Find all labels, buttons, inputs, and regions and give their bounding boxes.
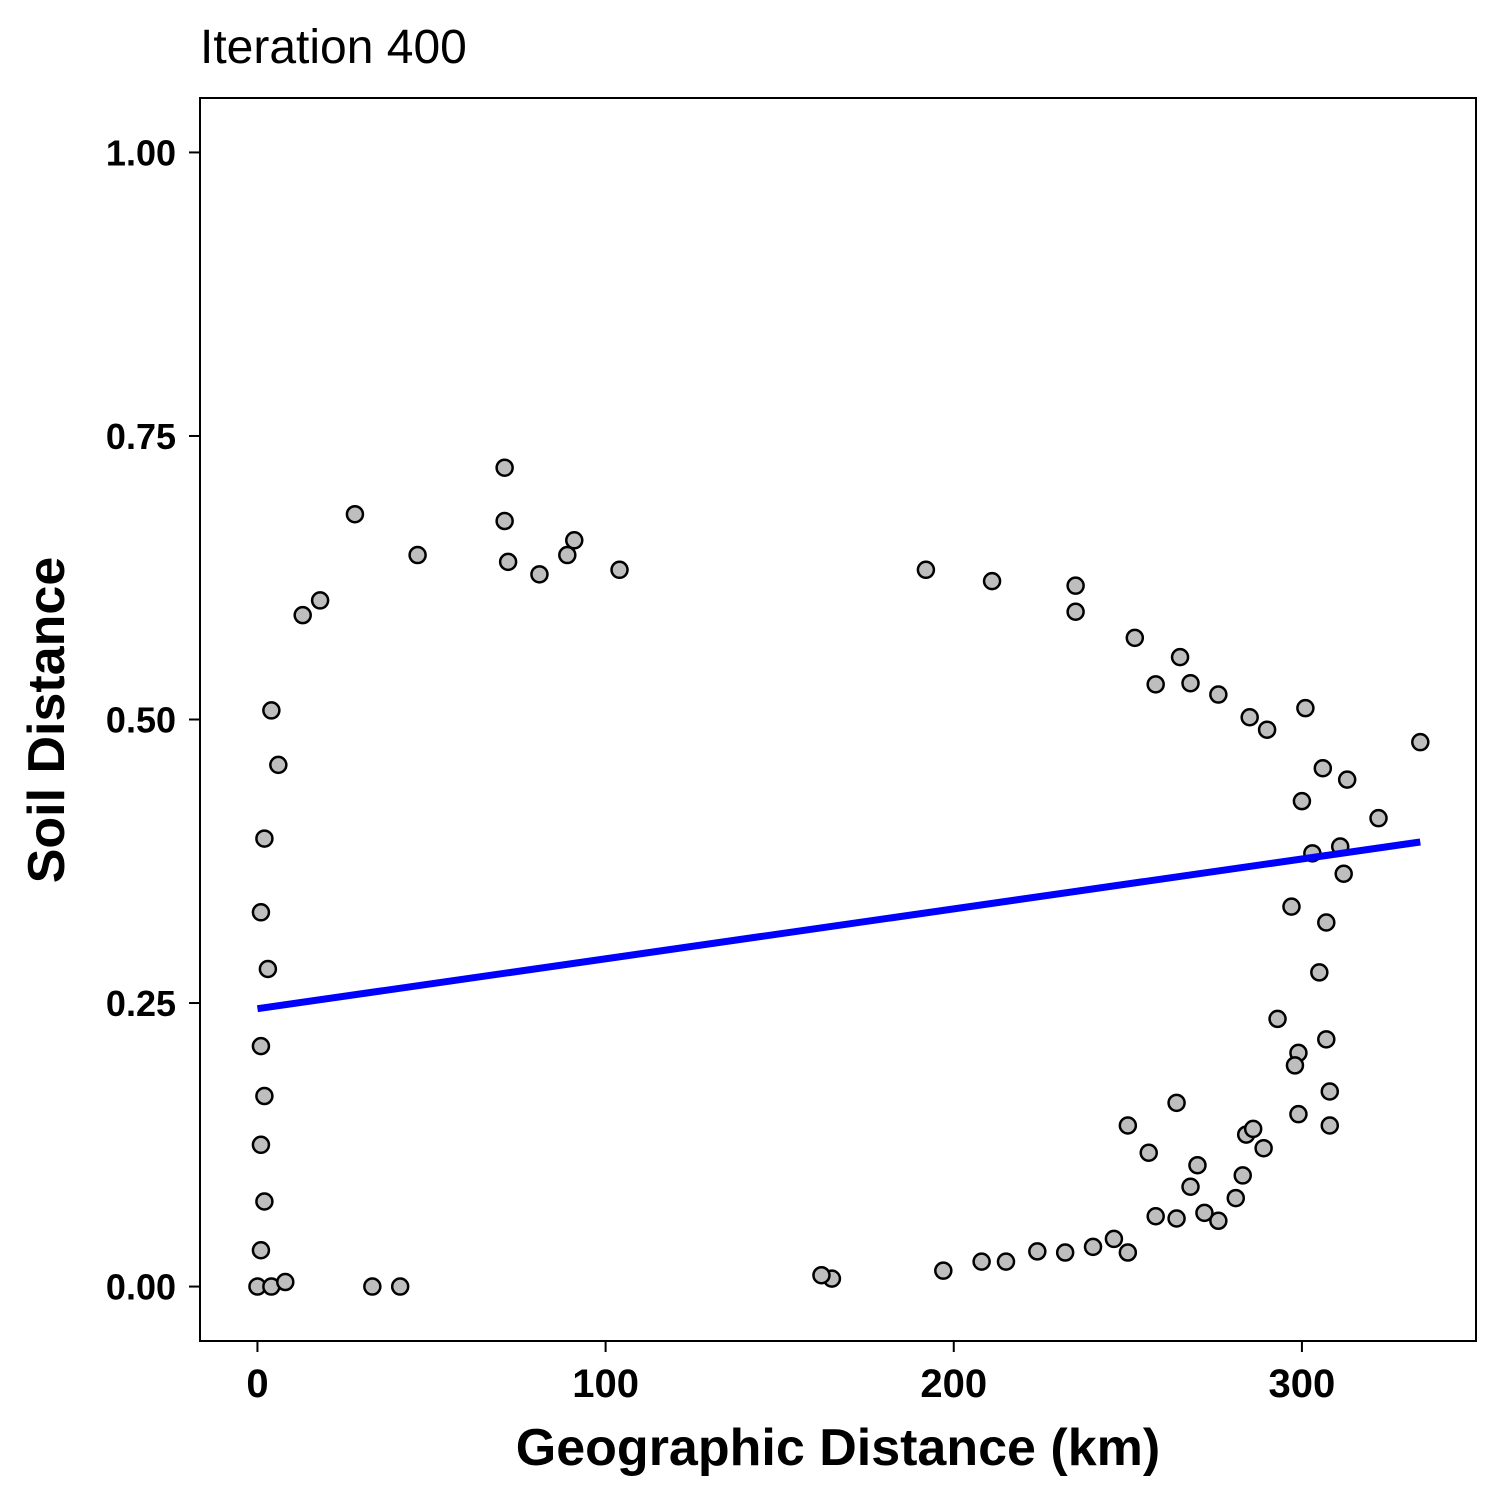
data-point bbox=[1320, 1116, 1340, 1135]
data-point bbox=[262, 701, 281, 720]
data-point bbox=[1066, 576, 1085, 595]
data-point bbox=[982, 571, 1002, 591]
data-point bbox=[1337, 770, 1357, 789]
data-point bbox=[1320, 1082, 1340, 1101]
data-point bbox=[1233, 1166, 1252, 1185]
data-point bbox=[530, 565, 549, 584]
data-point bbox=[251, 1241, 271, 1260]
data-point bbox=[558, 545, 577, 565]
data-point bbox=[255, 1086, 274, 1106]
data-point bbox=[255, 1192, 274, 1211]
data-point bbox=[1167, 1209, 1186, 1228]
x-tick-label: 300 bbox=[1269, 1362, 1336, 1406]
data-point bbox=[1181, 1177, 1200, 1197]
data-point bbox=[293, 605, 312, 625]
y-axis: 0.00 0.25 0.50 0.75 1.00 bbox=[106, 132, 200, 1308]
x-axis: 0 100 200 300 bbox=[246, 1341, 1335, 1406]
data-point bbox=[1167, 1093, 1186, 1113]
scatter-points bbox=[248, 458, 1430, 1296]
data-point bbox=[812, 1265, 831, 1285]
y-tick-label: 0.75 bbox=[106, 416, 176, 457]
data-point bbox=[1146, 1206, 1165, 1226]
data-point bbox=[310, 591, 330, 610]
data-point bbox=[251, 903, 271, 922]
data-point bbox=[1240, 707, 1259, 727]
data-point bbox=[1209, 1211, 1228, 1231]
x-tick-label: 100 bbox=[572, 1362, 639, 1406]
data-point bbox=[255, 829, 274, 848]
chart-title: Iteration 400 bbox=[200, 21, 467, 74]
trend-line bbox=[256, 838, 1421, 1013]
data-point bbox=[1268, 1009, 1287, 1029]
x-axis-title: Geographic Distance (km) bbox=[516, 1419, 1160, 1477]
y-tick-label: 0.25 bbox=[106, 983, 176, 1024]
data-point bbox=[1125, 628, 1145, 648]
data-point bbox=[1028, 1242, 1047, 1261]
data-point bbox=[345, 504, 365, 524]
y-tick-label: 0.00 bbox=[106, 1267, 176, 1308]
data-point bbox=[996, 1252, 1016, 1271]
data-point bbox=[251, 1135, 271, 1155]
data-point bbox=[269, 755, 288, 775]
y-tick-label: 0.50 bbox=[106, 700, 176, 741]
plot-panel-border bbox=[199, 97, 1477, 1342]
data-point bbox=[1411, 732, 1430, 752]
data-point bbox=[495, 458, 514, 477]
data-point bbox=[1104, 1229, 1124, 1249]
data-point bbox=[498, 552, 518, 572]
data-point bbox=[1310, 963, 1329, 982]
data-point bbox=[1369, 808, 1388, 828]
x-tick-label: 200 bbox=[920, 1362, 987, 1406]
data-point bbox=[610, 560, 629, 580]
data-point bbox=[972, 1252, 991, 1271]
data-point bbox=[363, 1277, 382, 1296]
data-point bbox=[1317, 913, 1336, 932]
data-point bbox=[1282, 897, 1301, 916]
data-point bbox=[1292, 791, 1312, 811]
y-axis-title: Soil Distance bbox=[18, 557, 76, 884]
data-point bbox=[1257, 720, 1277, 739]
data-point bbox=[1209, 685, 1228, 704]
data-point bbox=[1296, 698, 1315, 718]
data-point bbox=[1118, 1116, 1138, 1135]
data-point bbox=[251, 1036, 271, 1056]
data-point bbox=[276, 1272, 295, 1292]
data-point bbox=[1083, 1237, 1103, 1257]
data-point bbox=[1066, 602, 1085, 622]
data-point bbox=[1139, 1143, 1158, 1162]
data-point bbox=[1243, 1119, 1263, 1139]
data-point bbox=[916, 560, 936, 580]
data-point bbox=[1289, 1104, 1308, 1124]
data-point bbox=[1195, 1203, 1214, 1223]
data-point bbox=[1334, 864, 1353, 883]
data-point bbox=[1055, 1243, 1075, 1262]
data-point bbox=[258, 959, 278, 979]
data-point bbox=[1226, 1188, 1246, 1208]
data-point bbox=[495, 511, 514, 531]
data-point bbox=[1317, 1030, 1336, 1049]
data-point bbox=[565, 531, 584, 550]
data-point bbox=[1181, 673, 1200, 693]
data-point bbox=[390, 1277, 410, 1296]
data-point bbox=[1285, 1056, 1305, 1075]
data-point bbox=[408, 545, 427, 565]
data-point bbox=[934, 1261, 953, 1280]
y-tick-label: 1.00 bbox=[106, 132, 176, 173]
x-tick-label: 0 bbox=[246, 1362, 268, 1406]
data-point bbox=[1170, 647, 1190, 667]
data-point bbox=[1188, 1155, 1207, 1175]
data-point bbox=[1146, 675, 1165, 694]
data-point bbox=[1254, 1138, 1273, 1158]
data-point bbox=[1118, 1243, 1138, 1262]
data-point bbox=[1313, 759, 1333, 778]
